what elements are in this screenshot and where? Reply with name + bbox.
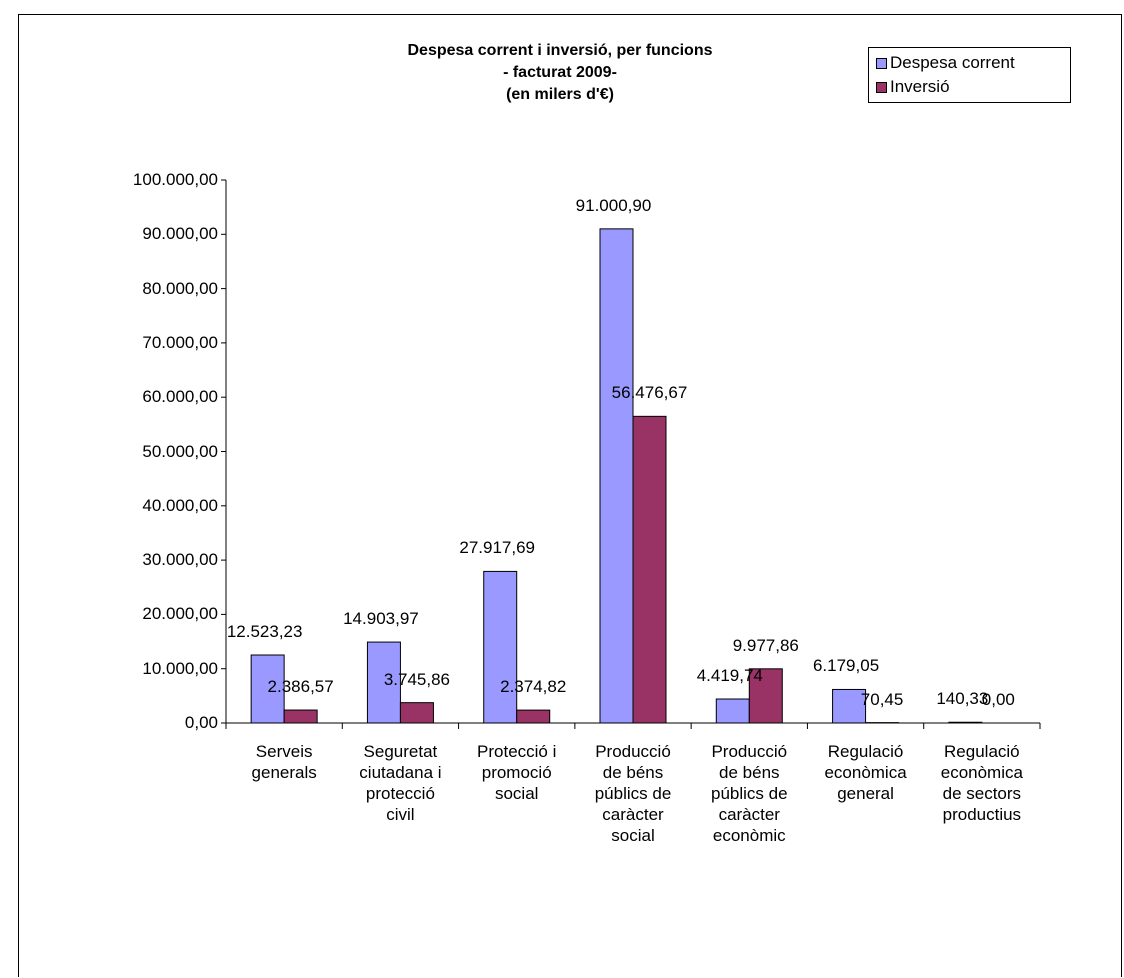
legend-item-inversio: Inversió	[876, 76, 950, 98]
x-category-label-line: Protecció i	[477, 742, 557, 761]
bar-despesa-corrent	[483, 570, 518, 724]
bar-inversio	[748, 668, 783, 724]
x-category-label-line: públics de	[594, 784, 672, 803]
legend-label-inversio: Inversió	[890, 77, 950, 96]
x-category-label-line: social	[494, 784, 539, 803]
x-category-label-line: promoció	[481, 763, 552, 782]
data-label-despesa-corrent: 91.000,90	[575, 195, 652, 215]
x-category-label-line: de béns	[719, 763, 780, 782]
y-tick-label: 50.000,00	[142, 441, 218, 461]
x-category-label-line: Producció	[711, 742, 788, 761]
x-category-label-line: civil	[386, 805, 415, 824]
legend-swatch-despesa-corrent	[876, 57, 887, 69]
data-label-inversio: 9.977,86	[732, 635, 799, 655]
bar-inversio	[632, 415, 667, 724]
bar-inversio	[399, 702, 434, 724]
x-category-label: Regulació econòmica general	[808, 741, 924, 804]
x-category-label-line: protecció	[365, 784, 435, 803]
x-category-label-line: Regulació	[944, 742, 1020, 761]
data-label-inversio: 2.386,57	[267, 677, 334, 697]
x-category-label-line: productius	[942, 805, 1022, 824]
data-label-despesa-corrent: 4.419,74	[696, 666, 763, 685]
data-label-inversio: 0,00	[981, 690, 1015, 709]
y-tick-label: 60.000,00	[142, 387, 218, 407]
bar-despesa-corrent	[715, 698, 750, 724]
y-tick-label: 20.000,00	[142, 604, 218, 624]
data-label-inversio: 3.745,86	[383, 669, 451, 689]
data-label-despesa-corrent: 14.903,97	[343, 609, 419, 629]
y-tick-label: 10.000,00	[142, 658, 218, 678]
x-category-label-line: econòmica	[940, 763, 1023, 782]
x-category-label-line: social	[611, 826, 655, 845]
chart-legend: Despesa corrent Inversió	[868, 47, 1071, 103]
data-label-inversio: 70,45	[860, 689, 904, 709]
bar-inversio	[516, 709, 551, 724]
y-tick-label: 70.000,00	[142, 332, 218, 352]
y-tick-label: 30.000,00	[142, 550, 218, 570]
chart-title-line-3: (en milers d'€)	[506, 86, 614, 103]
bar-despesa-corrent	[832, 688, 867, 724]
x-category-label-line: generals	[251, 763, 317, 782]
data-label-inversio: 2.374,82	[500, 677, 567, 697]
x-category-label-line: de béns	[602, 763, 664, 782]
bar-despesa-corrent	[250, 654, 285, 724]
x-category-label-line: Producció	[595, 742, 671, 761]
bar-inversio	[283, 709, 318, 724]
data-label-despesa-corrent: 27.917,69	[459, 538, 536, 558]
x-category-label: Seguretat ciutadana i protecció civil	[342, 741, 458, 825]
y-tick-label: 40.000,00	[142, 495, 218, 515]
chart-frame	[18, 14, 1122, 977]
x-category-label-line: públics de	[711, 784, 788, 803]
y-tick-label: 0,00	[184, 713, 218, 732]
chart-title-line-2: - facturat 2009-	[503, 64, 617, 81]
x-category-label-line: caràcter	[718, 805, 780, 824]
x-category-label-line: econòmica	[824, 763, 907, 782]
bar-despesa-corrent	[948, 721, 983, 724]
data-label-inversio: 56.476,67	[611, 383, 688, 403]
x-category-label: Protecció i promoció social	[459, 741, 575, 804]
data-label-despesa-corrent: 12.523,23	[226, 621, 303, 641]
legend-item-despesa-corrent: Despesa corrent	[876, 52, 1015, 74]
bar-despesa-corrent	[599, 228, 634, 724]
y-tick-label: 100.000,00	[132, 170, 218, 189]
y-tick-label: 90.000,00	[142, 224, 218, 244]
x-category-label: Producció de béns públics de caràcter econòm…	[691, 741, 807, 846]
x-category-label-line: de sectors	[942, 784, 1022, 803]
legend-swatch-inversio	[876, 81, 887, 93]
data-label-despesa-corrent: 6.179,05	[812, 656, 880, 676]
x-category-label: Regulació econòmica de sectors productius	[924, 741, 1040, 825]
x-category-label-line: general	[837, 784, 894, 803]
x-category-label-line: Serveis	[255, 742, 313, 761]
data-label-despesa-corrent: 140,33	[936, 689, 989, 709]
y-tick-label: 80.000,00	[142, 278, 218, 298]
x-category-label: Serveis generals	[226, 741, 342, 783]
x-category-label-line: Seguretat	[363, 742, 438, 761]
chart-title-line-1: Despesa corrent i inversió, per funcions	[407, 42, 713, 59]
x-category-label-line: caràcter	[602, 805, 664, 824]
x-category-label-line: Regulació	[827, 742, 904, 761]
x-category-label: Producció de béns públics de caràcter social	[575, 741, 691, 846]
bar-despesa-corrent	[366, 641, 401, 724]
legend-label-despesa-corrent: Despesa corrent	[890, 53, 1015, 72]
x-category-label-line: ciutadana i	[359, 763, 442, 782]
x-category-label-line: econòmic	[712, 826, 786, 845]
